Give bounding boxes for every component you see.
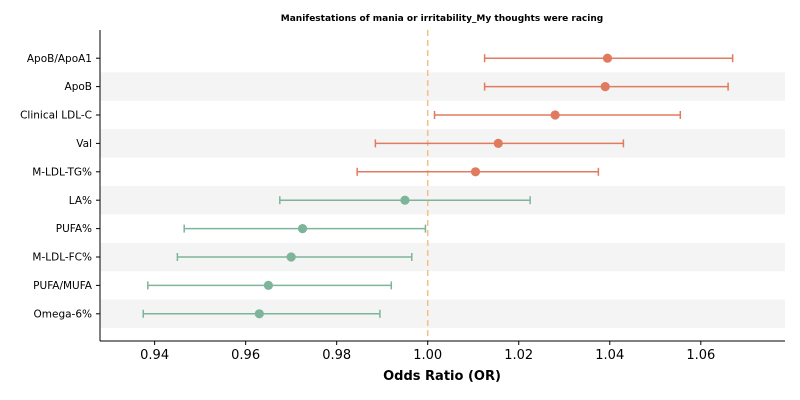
y-label: ApoB [65, 81, 92, 93]
x-axis-ticks: 0.94 0.96 0.98 1.00 1.02 1.04 1.06 [140, 341, 715, 363]
x-tick-label: 0.98 [322, 348, 351, 363]
x-axis-label: Odds Ratio (OR) [383, 369, 501, 384]
y-label: Val [76, 138, 92, 150]
y-label: M-LDL-TG% [32, 166, 92, 178]
point-estimate [254, 309, 264, 319]
axes-frame [99, 30, 785, 342]
y-label: PUFA/MUFA [33, 280, 93, 292]
chart-title: Manifestations of mania or irritability_… [281, 14, 603, 24]
point-estimate [493, 138, 503, 148]
point-estimate [550, 110, 560, 120]
y-label: ApoB/ApoA1 [27, 53, 92, 65]
x-tick-label: 1.06 [686, 348, 715, 363]
y-label: LA% [69, 195, 92, 207]
x-tick-label: 1.04 [595, 348, 624, 363]
y-label: Omega-6% [34, 308, 93, 320]
point-estimate [297, 224, 308, 234]
x-tick-label: 1.00 [413, 348, 442, 363]
x-tick-label: 0.96 [231, 348, 260, 363]
point-estimate [602, 53, 613, 63]
x-tick-label: 1.02 [504, 348, 533, 363]
y-axis-labels: ApoB/ApoA1 ApoB Clinical LDL-C Val M-LDL-TG%… [20, 53, 100, 320]
point-estimate [400, 195, 410, 205]
point-estimates [254, 53, 613, 319]
x-tick-label: 0.94 [140, 348, 169, 363]
point-estimate [600, 82, 610, 92]
point-estimate [286, 252, 296, 262]
point-estimate [470, 167, 481, 177]
y-label: M-LDL-FC% [32, 252, 92, 264]
point-estimate [263, 280, 274, 290]
y-label: Clinical LDL-C [20, 110, 92, 122]
y-label: PUFA% [56, 223, 92, 235]
